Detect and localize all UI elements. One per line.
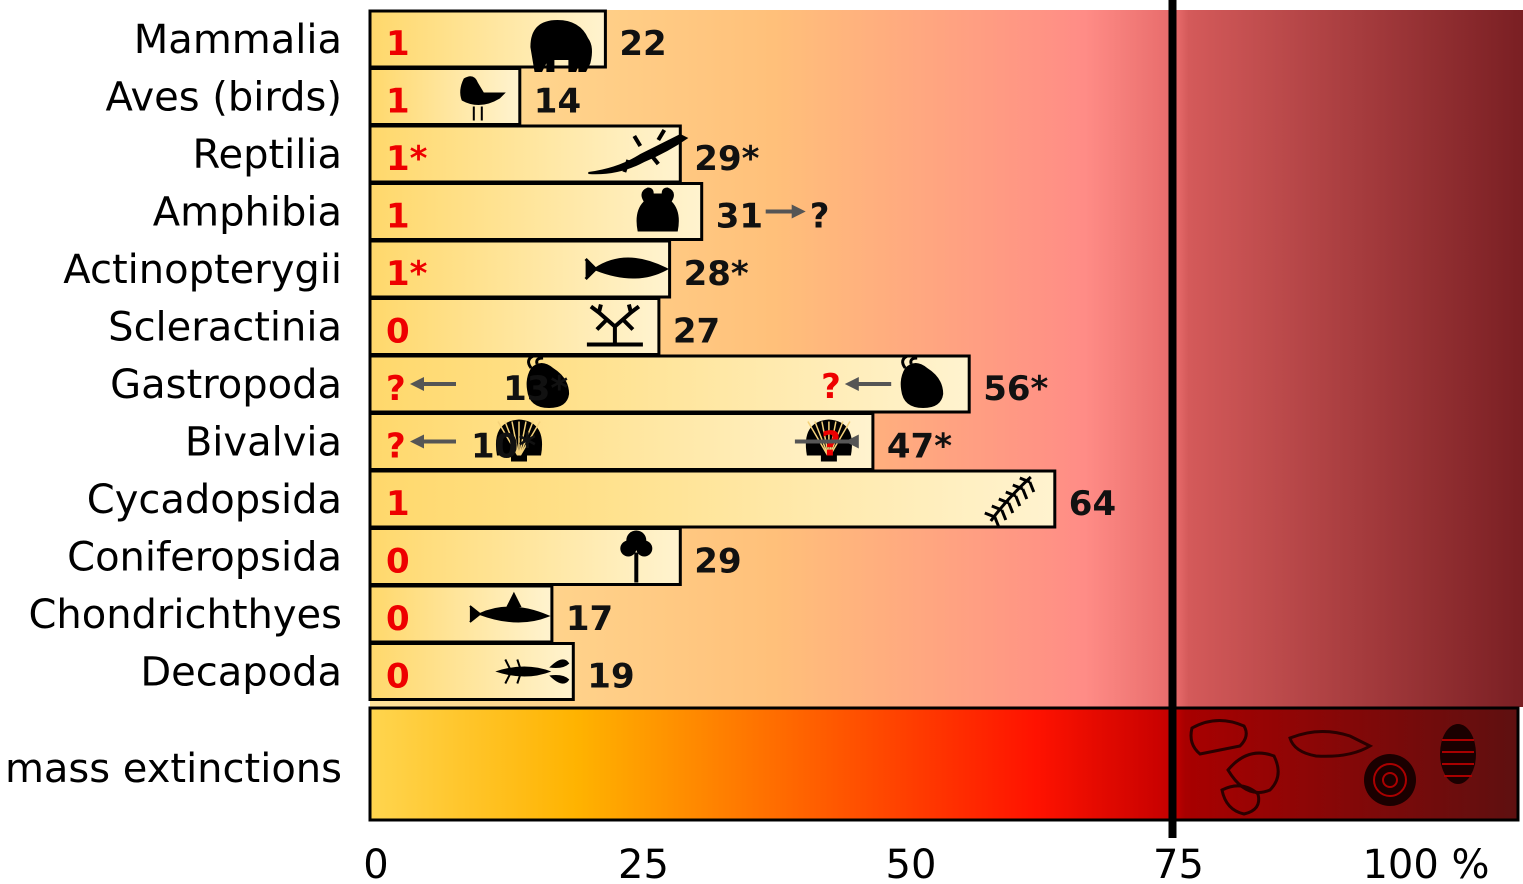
arrow-left-small bbox=[410, 377, 456, 391]
bar-row: Coniferopsida 0 29 bbox=[67, 527, 742, 586]
red-count-label: ? bbox=[386, 427, 406, 467]
red-count-label: 0 bbox=[386, 542, 410, 582]
red-count-label: 1 bbox=[386, 24, 410, 64]
bar bbox=[368, 469, 1057, 529]
arrow-left bbox=[794, 434, 859, 449]
question-label: ? bbox=[810, 197, 830, 237]
tree-icon bbox=[620, 530, 653, 583]
category-label: Chondrichthyes bbox=[28, 592, 342, 638]
category-label: Scleractinia bbox=[108, 305, 342, 351]
fish-icon bbox=[584, 257, 669, 281]
category-label: Cycadopsida bbox=[87, 477, 342, 523]
x-tick-label: 25 bbox=[618, 842, 669, 884]
scallop-icon bbox=[495, 419, 543, 462]
bar-row: Decapoda 0 19 bbox=[140, 642, 635, 701]
value-label: 29 bbox=[694, 542, 741, 582]
value-label: 22 bbox=[619, 24, 666, 64]
category-label: Aves (birds) bbox=[105, 75, 342, 121]
secondary-value-label: 13* bbox=[503, 369, 568, 409]
category-label: Decapoda bbox=[140, 650, 342, 696]
snail-icon bbox=[526, 354, 570, 408]
value-label: 19 bbox=[587, 657, 634, 697]
value-label: 14 bbox=[534, 82, 581, 122]
value-label: 64 bbox=[1069, 484, 1116, 524]
lobster-icon bbox=[495, 659, 570, 684]
red-count-label: 0 bbox=[386, 657, 410, 697]
category-label: Mammalia bbox=[134, 17, 342, 63]
bar-row: Scleractinia 0 27 bbox=[108, 297, 720, 356]
value-label: 31 bbox=[716, 197, 763, 237]
skull-fossil-icon bbox=[1189, 719, 1374, 816]
x-tick-label: 0 bbox=[363, 842, 388, 884]
red-count-label: 0 bbox=[386, 312, 410, 352]
mass-extinctions-label: mass extinctions bbox=[5, 746, 342, 792]
category-label: Bivalvia bbox=[185, 420, 342, 466]
shark-icon bbox=[469, 591, 551, 623]
x-axis: 0 25 50 75 100 % bbox=[363, 842, 1489, 884]
question-label: ? bbox=[821, 367, 841, 407]
bar-row: Mammalia 1 22 bbox=[134, 9, 667, 72]
red-count-label: 1* bbox=[386, 254, 428, 294]
category-label: Amphibia bbox=[153, 190, 342, 236]
lizard-icon bbox=[588, 128, 689, 175]
x-tick-label: 100 % bbox=[1362, 842, 1489, 884]
bar-row: Reptilia 1* 29* bbox=[192, 124, 760, 184]
bar-row: Amphibia 1 31? bbox=[153, 182, 830, 241]
secondary-value-label: 10* bbox=[471, 427, 536, 467]
category-label: Gastropoda bbox=[110, 362, 342, 408]
fern-icon bbox=[984, 475, 1036, 528]
arrow-left bbox=[844, 377, 892, 391]
mass-extinctions-row: mass extinctions bbox=[5, 706, 1520, 822]
value-label: 28* bbox=[684, 254, 749, 294]
bar-row: Aves (birds) 1 14 bbox=[105, 67, 581, 126]
value-label: 47* bbox=[887, 427, 952, 467]
red-count-label: 0 bbox=[386, 599, 410, 639]
bar-row: Cycadopsida 1 64 bbox=[87, 469, 1116, 529]
value-label: 27 bbox=[673, 312, 720, 352]
x-tick-label: 50 bbox=[886, 842, 937, 884]
red-count-label: 1 bbox=[386, 197, 410, 237]
arrow-left-small bbox=[410, 434, 456, 449]
value-label: 56* bbox=[983, 369, 1048, 409]
mass-extinctions-bar bbox=[368, 706, 1520, 822]
category-label: Actinopterygii bbox=[63, 247, 342, 293]
red-count-label: 1 bbox=[386, 82, 410, 122]
arrow-head bbox=[791, 204, 806, 219]
coral-icon bbox=[586, 304, 643, 347]
x-tick-label: 75 bbox=[1153, 842, 1204, 884]
value-label: 29* bbox=[694, 139, 759, 179]
category-label: Coniferopsida bbox=[67, 535, 342, 581]
bar-row: Gastropoda? 56*? 13* bbox=[110, 354, 1049, 414]
red-count-label: 1 bbox=[386, 484, 410, 524]
bar-row: Chondrichthyes 0 17 bbox=[28, 584, 613, 644]
red-count-label: 1* bbox=[386, 139, 428, 179]
category-label: Reptilia bbox=[192, 132, 342, 178]
bird-icon bbox=[460, 76, 506, 121]
trilobite-icon bbox=[1440, 724, 1476, 784]
snail-icon bbox=[900, 354, 944, 408]
question-label: ? bbox=[821, 425, 841, 465]
red-count-label: ? bbox=[386, 369, 406, 409]
elephant-icon bbox=[530, 19, 592, 72]
bar-row: Actinopterygii 1* 28* bbox=[63, 239, 749, 299]
ammonite-icon bbox=[1364, 754, 1416, 806]
frog-icon bbox=[636, 187, 679, 232]
value-label: 17 bbox=[566, 599, 613, 639]
